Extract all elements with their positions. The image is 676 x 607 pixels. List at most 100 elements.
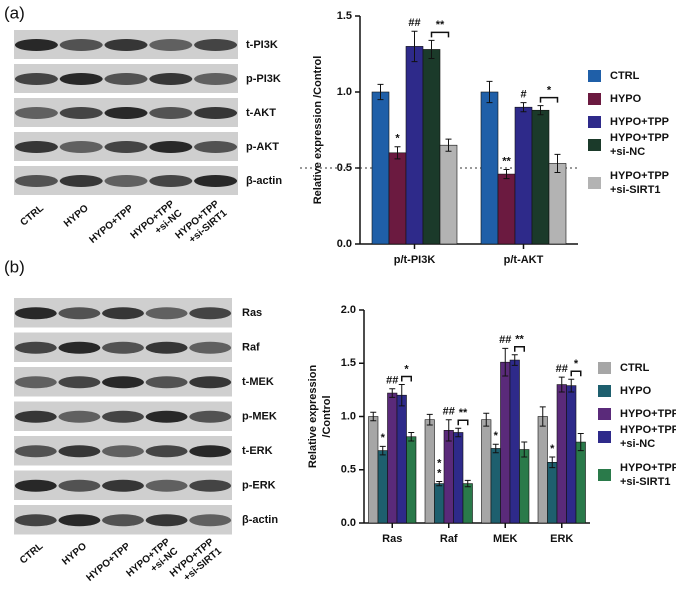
- blot-row-label: p-AKT: [246, 141, 279, 153]
- y-tick-label: 0.0: [341, 517, 356, 529]
- significance-bracket: [514, 345, 525, 352]
- legend-swatch: [588, 177, 601, 189]
- legend-swatch: [598, 362, 611, 374]
- lane-label: HYPO+TPP+si-SIRT1: [173, 198, 229, 250]
- bar: [509, 359, 520, 524]
- error-bar: [411, 30, 418, 63]
- significance-mark: *: [395, 133, 400, 145]
- blot-band: [58, 376, 101, 389]
- bar: [497, 173, 516, 245]
- blot-band: [14, 341, 57, 354]
- lane-label: HYPO: [62, 203, 91, 230]
- blot-row-label: β-actin: [246, 175, 282, 187]
- error-bar: [539, 406, 546, 427]
- y-tick-label: 1.5: [341, 357, 356, 369]
- panel-label: (b): [4, 257, 25, 276]
- blot-row-label: t-ERK: [242, 445, 273, 457]
- error-bar: [492, 443, 499, 454]
- bar: [500, 361, 511, 524]
- bar: [424, 419, 435, 524]
- blot-band: [102, 307, 144, 320]
- error-bar: [558, 376, 565, 393]
- blot-band: [102, 376, 144, 389]
- error-bar: [464, 479, 471, 488]
- legend-swatch: [598, 469, 611, 481]
- blot-band: [149, 107, 193, 119]
- error-bar: [483, 412, 490, 427]
- blot-row-label: t-MEK: [242, 376, 274, 388]
- blot-row-label: t-AKT: [246, 107, 276, 119]
- blot-band: [14, 376, 57, 389]
- bar: [377, 450, 388, 524]
- bar: [371, 91, 390, 245]
- y-tick-label: 0.0: [337, 238, 352, 250]
- x-tick-label: ERK: [550, 533, 573, 545]
- bar: [490, 448, 501, 524]
- error-bar: [394, 146, 401, 160]
- legend-swatch: [598, 431, 611, 443]
- bar: [548, 163, 567, 245]
- bar: [537, 416, 548, 524]
- blot-band: [149, 73, 193, 85]
- bar: [480, 91, 499, 245]
- blot-band: [104, 107, 148, 119]
- significance-mark: **: [502, 155, 511, 167]
- significance-mark: ##: [499, 334, 511, 346]
- bar: [443, 430, 454, 524]
- blot-band: [14, 514, 57, 527]
- significance-bracket: [570, 370, 582, 377]
- error-bar: [377, 83, 384, 101]
- bar: [547, 461, 558, 524]
- legend-label: HYPO+TPP +si-SIRT1: [620, 462, 676, 488]
- error-bar: [445, 138, 452, 152]
- lane-label: HYPO+TPP+si-NC: [124, 536, 180, 588]
- significance-mark: *: [404, 363, 409, 375]
- blot-band: [58, 479, 101, 492]
- error-bar: [503, 169, 510, 180]
- legend-swatch: [588, 93, 601, 105]
- error-bar: [428, 39, 435, 60]
- bar: [481, 419, 492, 524]
- blot-band: [194, 73, 238, 85]
- x-tick-label: Ras: [382, 533, 402, 545]
- error-bar: [436, 480, 443, 487]
- blot-band: [189, 307, 232, 320]
- error-bar: [379, 445, 386, 456]
- blot-band: [189, 514, 232, 527]
- significance-mark: ##: [556, 363, 568, 375]
- y-tick-label: 1.5: [337, 10, 352, 22]
- bar: [575, 441, 586, 524]
- blot-band: [14, 410, 57, 423]
- blot-band: [14, 307, 57, 320]
- x-tick-label: MEK: [493, 533, 518, 545]
- lane-label: HYPO+TPP: [87, 203, 135, 246]
- error-bar: [537, 105, 544, 116]
- bar: [387, 392, 398, 524]
- y-tick-label: 1.0: [337, 86, 352, 98]
- bar: [396, 394, 407, 524]
- blot-band: [104, 39, 148, 51]
- significance-bracket: [430, 31, 450, 38]
- significance-bracket: [539, 96, 559, 103]
- y-tick-label: 0.5: [337, 162, 352, 174]
- blot-band: [194, 39, 238, 51]
- y-tick-label: 1.0: [341, 410, 356, 422]
- blot-band: [14, 73, 58, 85]
- significance-mark: ##: [408, 17, 420, 29]
- blot-band: [149, 39, 193, 51]
- blot-band: [102, 479, 144, 492]
- bar: [519, 449, 530, 524]
- blot-band: [194, 107, 238, 119]
- error-bar: [486, 80, 493, 104]
- error-bar: [568, 378, 575, 393]
- lane-label: HYPO+TPP+si-SIRT1: [168, 536, 224, 588]
- blot-band: [189, 479, 232, 492]
- blot-band: [189, 410, 232, 423]
- blot-band: [149, 175, 193, 187]
- blot-row-label: p-MEK: [242, 411, 277, 423]
- blot-row-label: β-actin: [242, 514, 278, 526]
- blot-band: [58, 307, 101, 320]
- blot-row-label: t-PI3K: [246, 39, 278, 51]
- x-tick-label: p/t-PI3K: [394, 254, 436, 266]
- significance-mark: *: [550, 443, 555, 455]
